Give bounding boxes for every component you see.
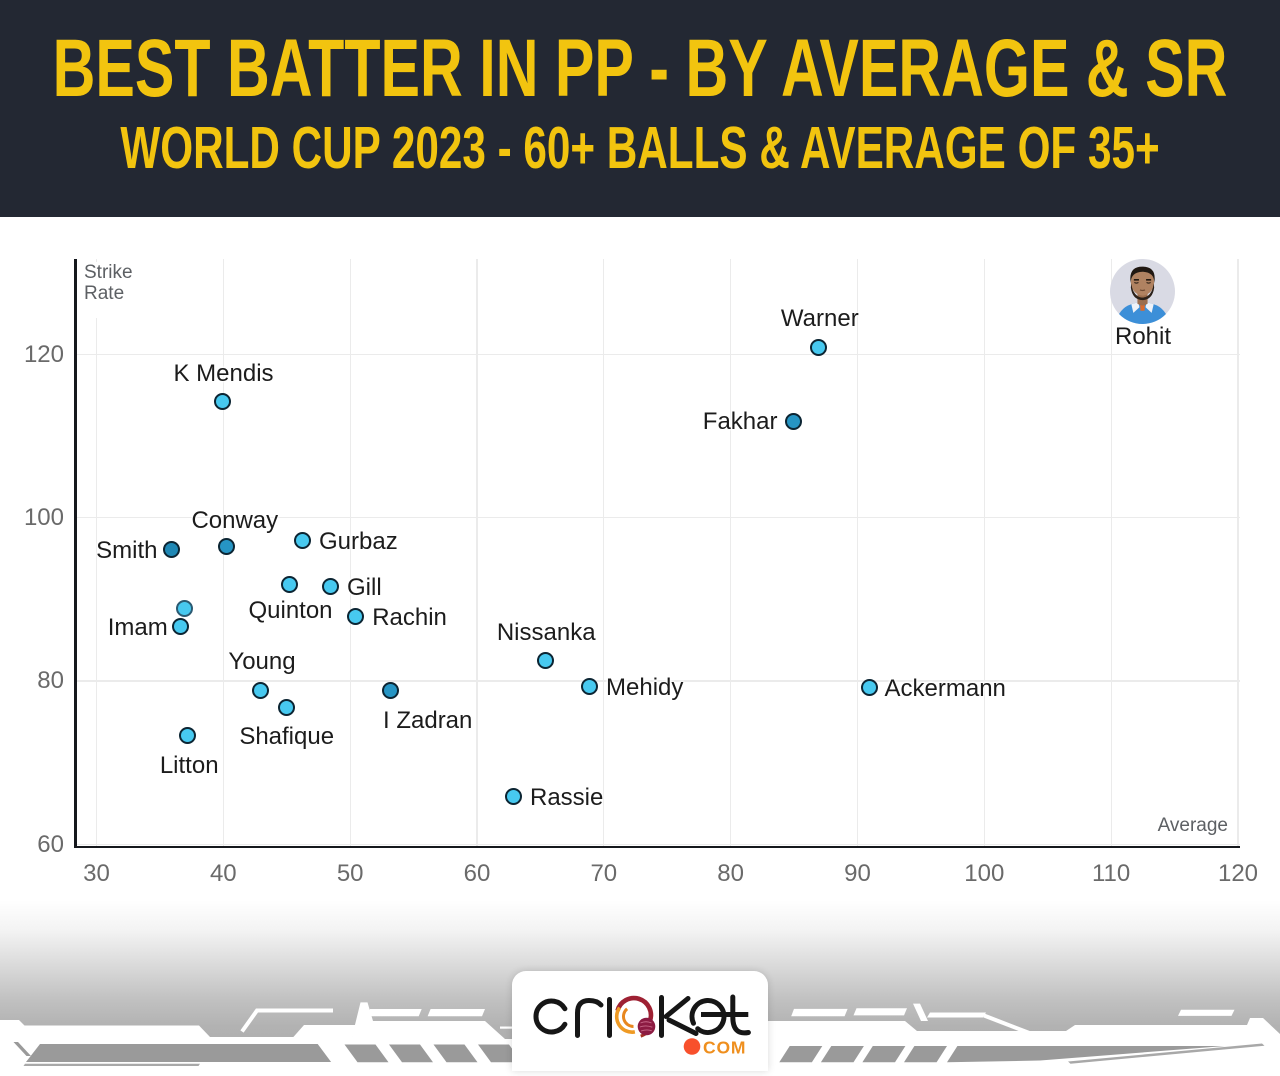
svg-text:COM: COM: [703, 1037, 746, 1057]
